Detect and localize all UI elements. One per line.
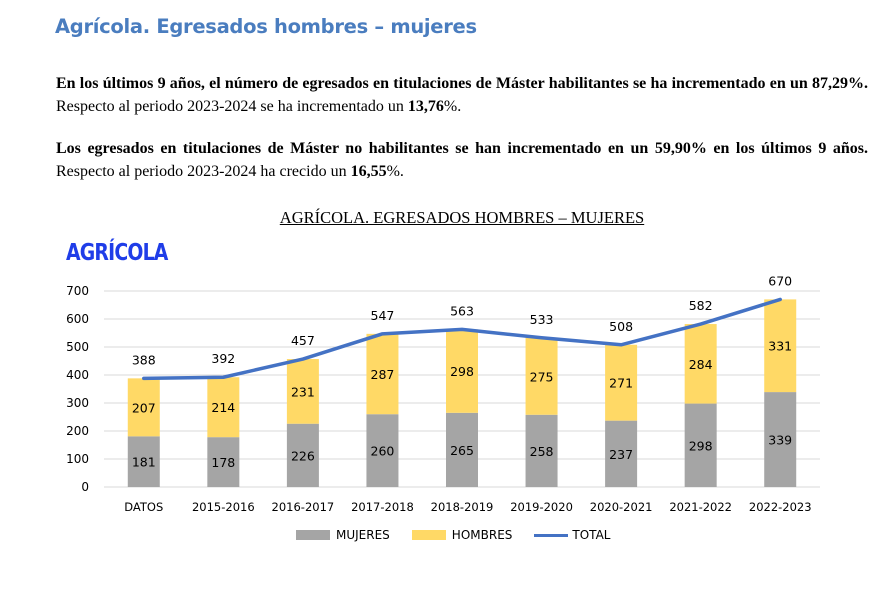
paragraph-no-habilitantes: Los egresados en titulaciones de Máster …	[56, 137, 868, 183]
paragraph-habilitantes-value: 13,76	[407, 98, 444, 115]
y-tick-label: 600	[66, 312, 89, 326]
data-label-mujeres: 226	[291, 448, 315, 463]
y-tick-label: 100	[66, 452, 89, 466]
data-label-mujeres: 181	[132, 455, 156, 470]
bar-mujeres	[605, 420, 638, 487]
data-label-total: 457	[291, 333, 315, 348]
bar-mujeres	[366, 414, 399, 487]
paragraph-no-habilitantes-suffix: %.	[386, 163, 404, 180]
y-tick-label: 200	[66, 424, 89, 438]
bar-mujeres	[127, 436, 160, 487]
data-label-total: 388	[132, 352, 156, 367]
data-label-hombres: 298	[450, 364, 474, 379]
chart-title: AGRÍCOLA. EGRESADOS HOMBRES – MUJERES	[279, 208, 645, 227]
data-label-mujeres: 178	[211, 455, 235, 470]
paragraph-no-habilitantes-bold: Los egresados en titulaciones de Máster …	[56, 140, 868, 157]
chart-title-container: AGRÍCOLA. EGRESADOS HOMBRES – MUJERES	[0, 208, 891, 228]
x-axis-ticks: DATOS 2015-2016 2016-2017 2017-2018 2018-201…	[124, 500, 811, 514]
x-tick-label: DATOS	[124, 500, 163, 514]
legend-swatch-mujeres	[296, 530, 330, 540]
stacked-bar-chart: 0 100 200 300 400 500 600 700 181 207 178 214 226 23…	[66, 273, 820, 514]
bar-mujeres	[525, 414, 558, 487]
bar-mujeres	[207, 437, 240, 487]
legend-label-mujeres: MUJERES	[336, 528, 390, 542]
total-line	[142, 297, 782, 381]
paragraph-habilitantes: En los últimos 9 años, el número de egre…	[56, 72, 868, 118]
paragraph-no-habilitantes-text: Respecto al periodo 2023-2024 ha crecido…	[56, 163, 351, 180]
data-label-hombres: 331	[768, 339, 792, 354]
x-tick-label: 2020-2021	[590, 500, 653, 514]
data-label-hombres: 231	[291, 384, 315, 399]
legend-label-hombres: HOMBRES	[451, 528, 513, 542]
paragraph-no-habilitantes-value: 16,55	[350, 163, 387, 180]
bar-hombres	[764, 299, 797, 393]
bars	[127, 299, 797, 487]
data-label-mujeres: 339	[768, 433, 792, 448]
data-label-total: 563	[450, 303, 474, 318]
x-tick-label: 2019-2020	[510, 500, 573, 514]
bar-hombres	[684, 324, 717, 404]
data-label-hombres: 287	[371, 367, 395, 382]
x-tick-label: 2016-2017	[272, 500, 335, 514]
paragraph-habilitantes-text: Respecto al periodo 2023-2024 se ha incr…	[56, 98, 408, 115]
x-tick-label: 2018-2019	[431, 500, 494, 514]
bar-hombres	[525, 337, 558, 415]
legend-label-total: TOTAL	[572, 528, 611, 542]
y-axis-ticks: 0 100 200 300 400 500 600 700	[66, 284, 89, 494]
data-label-total: 533	[530, 312, 554, 327]
data-label-mujeres: 258	[530, 444, 554, 459]
y-tick-label: 0	[81, 480, 89, 494]
data-labels: 181 207 178 214 226 231 260 287 265 298 258 275 237 2…	[132, 273, 792, 470]
bar-hombres	[605, 344, 638, 421]
data-label-mujeres: 298	[689, 438, 713, 453]
bar-mujeres	[446, 412, 478, 487]
data-label-total: 582	[689, 298, 713, 313]
chart-legend: MUJERES HOMBRES TOTAL	[296, 528, 632, 542]
data-label-mujeres: 265	[450, 443, 474, 458]
bar-hombres	[286, 359, 319, 424]
data-label-mujeres: 260	[371, 444, 395, 459]
paragraph-habilitantes-suffix: %.	[443, 98, 462, 115]
bar-hombres	[127, 378, 160, 437]
data-label-total: 670	[768, 273, 792, 288]
data-label-mujeres: 237	[609, 447, 633, 462]
x-tick-label: 2022-2023	[749, 500, 812, 514]
bar-mujeres	[764, 392, 797, 487]
legend-line-total	[534, 533, 569, 537]
y-tick-label: 400	[66, 368, 89, 382]
x-tick-label: 2021-2022	[669, 500, 732, 514]
data-label-hombres: 271	[609, 376, 633, 391]
x-tick-label: 2017-2018	[351, 500, 414, 514]
x-tick-label: 2015-2016	[192, 500, 255, 514]
y-tick-label: 500	[66, 340, 89, 354]
legend-swatch-hombres	[411, 530, 446, 540]
bar-mujeres	[684, 403, 717, 487]
data-label-hombres: 284	[689, 357, 713, 372]
legend-item-mujeres: MUJERES	[296, 528, 390, 542]
bar-hombres	[207, 377, 240, 438]
bar-hombres	[446, 329, 478, 413]
data-label-total: 508	[609, 319, 633, 334]
agricola-logo: AGRÍCOLA	[66, 240, 168, 266]
y-tick-label: 700	[66, 284, 89, 298]
data-label-total: 547	[371, 308, 395, 323]
legend-item-total: TOTAL	[534, 528, 610, 542]
bar-mujeres	[286, 423, 319, 487]
paragraph-habilitantes-bold: En los últimos 9 años, el número de egre…	[56, 75, 868, 92]
data-label-hombres: 207	[132, 400, 156, 415]
data-label-hombres: 275	[530, 369, 554, 384]
legend-item-hombres: HOMBRES	[411, 528, 513, 542]
bar-hombres	[366, 333, 399, 415]
page-heading: Agrícola. Egresados hombres – mujeres	[55, 15, 477, 38]
y-tick-label: 300	[66, 396, 89, 410]
data-label-total: 392	[211, 351, 235, 366]
data-label-hombres: 214	[211, 400, 235, 415]
